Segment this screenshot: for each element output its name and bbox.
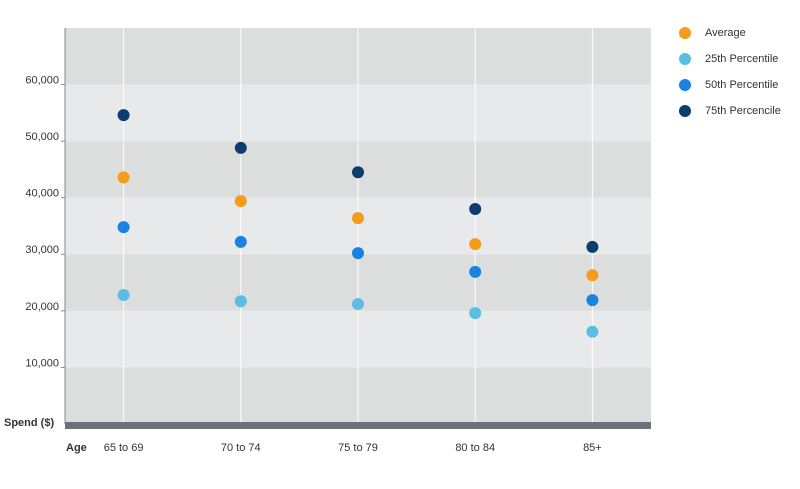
- legend-label: 75th Percencile: [705, 105, 781, 117]
- y-tick-label: 40,000: [25, 188, 59, 200]
- y-tick-label: 10,000: [25, 357, 59, 369]
- y-tick-label: 60,000: [25, 74, 59, 86]
- point: [586, 240, 599, 253]
- point: [117, 109, 130, 122]
- x-tick-label: 85+: [583, 442, 602, 454]
- point: [469, 238, 482, 251]
- legend-marker: [679, 79, 691, 91]
- point: [234, 141, 247, 154]
- x-tick-label: 75 to 79: [338, 442, 378, 454]
- x-tick-label: 65 to 69: [104, 442, 144, 454]
- legend-marker: [679, 27, 691, 39]
- point: [117, 221, 130, 234]
- point: [352, 212, 364, 225]
- point: [586, 325, 599, 338]
- point: [234, 195, 247, 208]
- point: [586, 269, 599, 282]
- point: [469, 307, 482, 320]
- point: [352, 298, 364, 311]
- x-axis-bar: [65, 422, 651, 429]
- point: [352, 247, 364, 260]
- x-tick-label: 70 to 74: [221, 442, 261, 454]
- point: [234, 295, 247, 308]
- point: [234, 235, 247, 248]
- y-tick-label: 20,000: [25, 301, 59, 313]
- x-axis-label: Age: [66, 442, 87, 454]
- point: [352, 166, 364, 179]
- point: [117, 171, 130, 184]
- point: [586, 294, 599, 307]
- y-tick-label: 50,000: [25, 131, 59, 143]
- legend-marker: [679, 105, 691, 117]
- x-tick-label: 80 to 84: [455, 442, 495, 454]
- point: [117, 289, 130, 302]
- y-tick-label: 30,000: [25, 244, 59, 256]
- y-axis-label: Spend ($): [4, 417, 54, 429]
- legend-marker: [679, 53, 691, 65]
- point: [469, 203, 482, 216]
- legend-label: Average: [705, 27, 746, 39]
- legend-label: 50th Percentile: [705, 79, 778, 91]
- legend-label: 25th Percentile: [705, 53, 778, 65]
- point: [469, 265, 482, 278]
